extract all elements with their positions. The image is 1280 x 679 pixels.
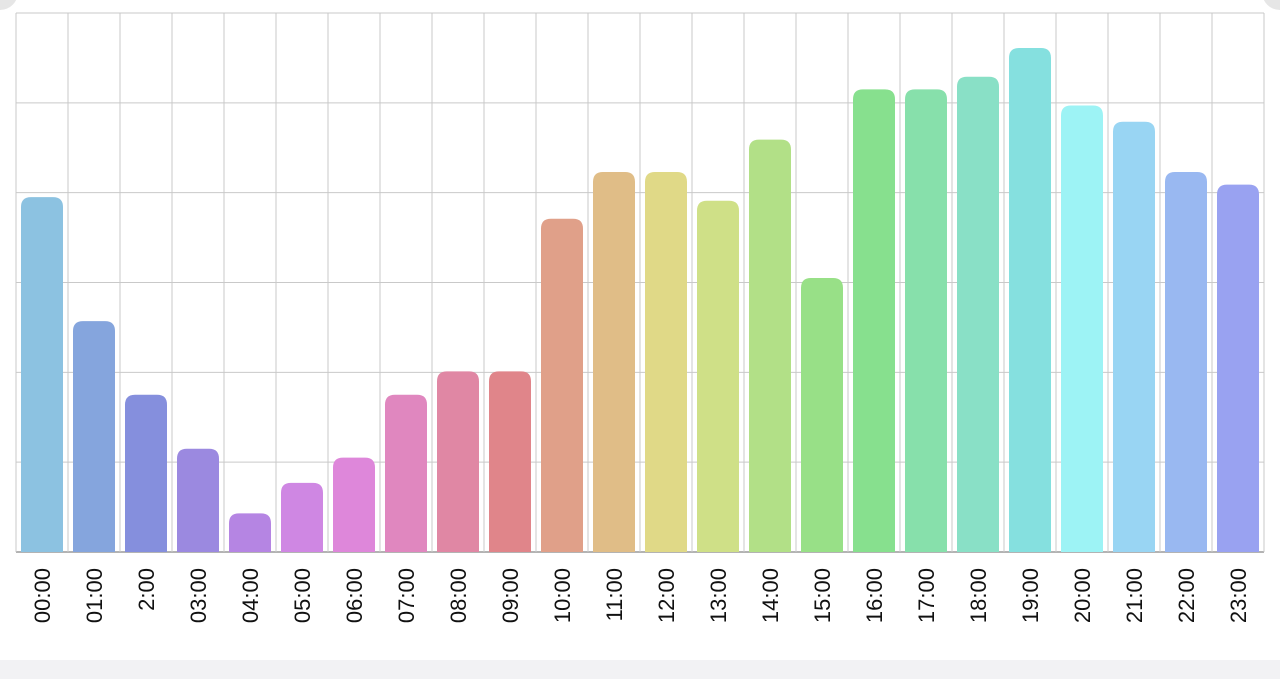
bar-1100[interactable] — [593, 172, 635, 552]
x-tick-label: 04:00 — [238, 568, 263, 623]
bar-0600[interactable] — [333, 457, 375, 552]
bar-200[interactable] — [125, 394, 167, 552]
x-tick-label: 19:00 — [1018, 568, 1043, 623]
bar-2200[interactable] — [1165, 172, 1207, 552]
bar-0300[interactable] — [177, 448, 219, 552]
x-tick-label: 09:00 — [498, 568, 523, 623]
bar-1000[interactable] — [541, 218, 583, 553]
bar-1400[interactable] — [749, 139, 791, 553]
x-tick-label: 03:00 — [186, 568, 211, 623]
bar-1800[interactable] — [957, 76, 999, 552]
bar-0000[interactable] — [21, 197, 63, 553]
x-tick-label: 00:00 — [30, 568, 55, 623]
right-corner-control[interactable] — [1262, 0, 1280, 10]
bar-1500[interactable] — [801, 278, 843, 552]
x-tick-label: 07:00 — [394, 568, 419, 623]
x-tick-label: 23:00 — [1226, 568, 1251, 623]
bar-0700[interactable] — [385, 394, 427, 552]
x-tick-label: 18:00 — [966, 568, 991, 623]
bar-0100[interactable] — [73, 321, 115, 552]
x-tick-label: 21:00 — [1122, 568, 1147, 623]
bar-0800[interactable] — [437, 371, 479, 552]
x-tick-label: 01:00 — [82, 568, 107, 623]
bar-1300[interactable] — [697, 200, 739, 553]
bar-1700[interactable] — [905, 89, 947, 552]
chart-bars — [21, 48, 1259, 553]
x-tick-label: 10:00 — [550, 568, 575, 623]
bar-0900[interactable] — [489, 371, 531, 552]
chart-grid — [15, 12, 1265, 553]
bar-1600[interactable] — [853, 89, 895, 552]
x-tick-label: 2:00 — [134, 568, 159, 611]
x-axis-labels: 00:00 01:00 2:00 03:00 04:00 05:00 06:00 07:00 0… — [30, 568, 1251, 623]
x-tick-label: 17:00 — [914, 568, 939, 623]
bar-1900[interactable] — [1009, 48, 1051, 552]
x-tick-label: 05:00 — [290, 568, 315, 623]
x-tick-label: 12:00 — [654, 568, 679, 623]
bar-0500[interactable] — [281, 482, 323, 552]
bar-2100[interactable] — [1113, 121, 1155, 552]
x-tick-label: 08:00 — [446, 568, 471, 623]
x-tick-label: 20:00 — [1070, 568, 1095, 623]
x-tick-label: 22:00 — [1174, 568, 1199, 623]
x-tick-label: 06:00 — [342, 568, 367, 623]
bar-2000[interactable] — [1061, 105, 1103, 553]
bar-2300[interactable] — [1217, 184, 1259, 552]
bottom-band — [0, 660, 1280, 679]
x-tick-label: 13:00 — [706, 568, 731, 623]
left-corner-control[interactable] — [0, 0, 18, 10]
bar-0400[interactable] — [229, 513, 271, 552]
x-tick-label: 14:00 — [758, 568, 783, 623]
x-tick-label: 16:00 — [862, 568, 887, 623]
x-tick-label: 11:00 — [602, 568, 627, 621]
hourly-bar-chart: 00:00 01:00 2:00 03:00 04:00 05:00 06:00 07:00 0… — [15, 12, 1265, 623]
bar-1200[interactable] — [645, 172, 687, 552]
x-tick-label: 15:00 — [810, 568, 835, 623]
